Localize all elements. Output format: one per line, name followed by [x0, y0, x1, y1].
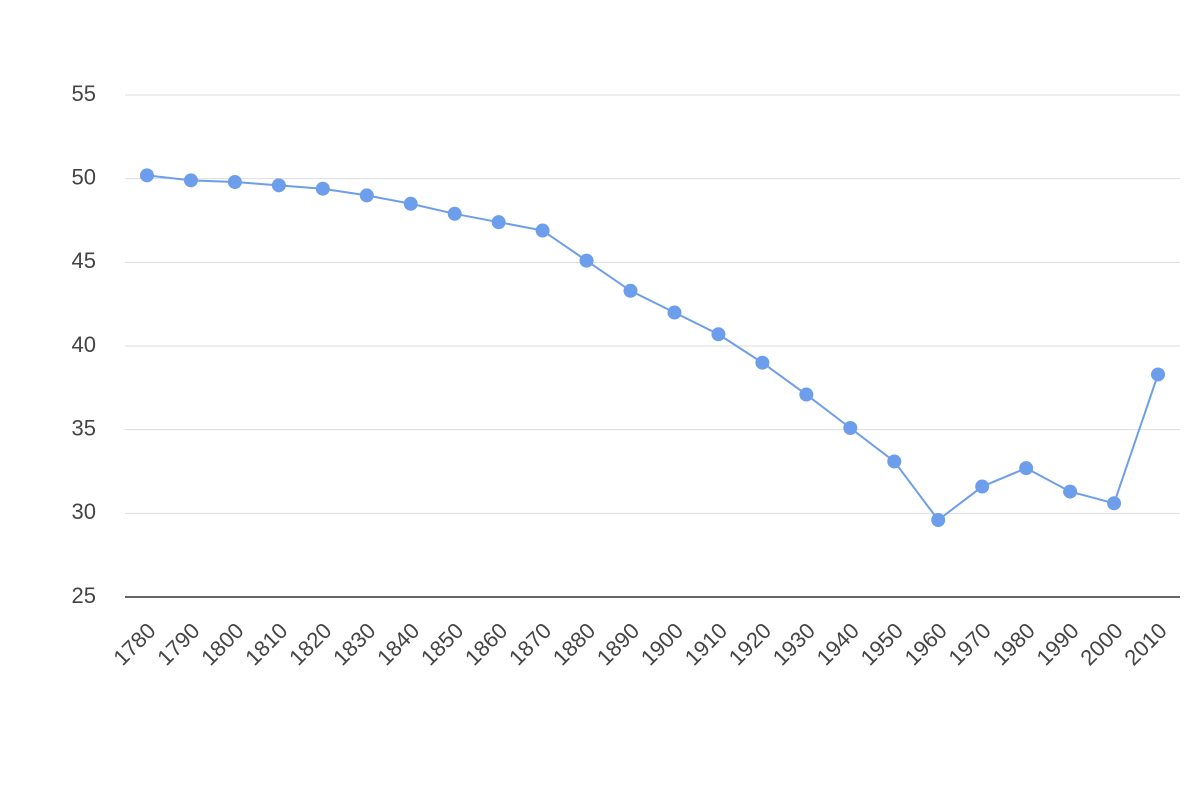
point [843, 420, 858, 435]
x-tick-label: 1970 [944, 618, 996, 670]
point [887, 454, 902, 469]
x-tick-label: 1830 [328, 618, 380, 670]
point [667, 305, 682, 320]
point [227, 175, 242, 190]
point [447, 206, 462, 221]
point [755, 355, 770, 370]
x-tick-label: 1860 [460, 618, 512, 670]
x-tick-label: 1800 [196, 618, 248, 670]
x-tick-label: 1810 [240, 618, 292, 670]
x-tick-label: 1890 [592, 618, 644, 670]
point [579, 253, 594, 268]
point [799, 387, 814, 402]
x-tick-label: 2000 [1075, 618, 1127, 670]
x-tick-label: 1780 [108, 618, 160, 670]
point [1019, 461, 1034, 476]
point [359, 188, 374, 203]
point [403, 196, 418, 211]
x-tick-label: 1840 [372, 618, 424, 670]
x-tick-label: 2010 [1119, 618, 1171, 670]
x-tick-label: 1920 [724, 618, 776, 670]
point [931, 513, 946, 528]
x-tick-label: 1880 [548, 618, 600, 670]
point [1063, 484, 1078, 499]
x-tick-label: 1930 [768, 618, 820, 670]
x-tick-label: 1940 [812, 618, 864, 670]
y-tick-label: 40 [72, 332, 96, 357]
x-tick-label: 1910 [680, 618, 732, 670]
y-tick-label: 50 [72, 164, 96, 189]
line [146, 174, 1159, 522]
y-tick-label: 30 [72, 499, 96, 524]
y-tick-label: 35 [72, 415, 96, 440]
x-tick-label: 1850 [416, 618, 468, 670]
point [491, 215, 506, 230]
point [139, 168, 154, 183]
x-tick-label: 1790 [152, 618, 204, 670]
point [271, 178, 286, 193]
point [1107, 496, 1122, 511]
point [1151, 367, 1166, 382]
y-tick-label: 55 [72, 81, 96, 106]
x-tick-label: 1960 [900, 618, 952, 670]
point [623, 283, 638, 298]
point [535, 223, 550, 238]
x-tick-label: 1980 [987, 618, 1039, 670]
x-tick-label: 1820 [284, 618, 336, 670]
point [711, 327, 726, 342]
x-tick-label: 1870 [504, 618, 556, 670]
point [315, 181, 330, 196]
point [183, 173, 198, 188]
x-tick-label: 1950 [856, 618, 908, 670]
point [975, 479, 990, 494]
y-tick-label: 25 [72, 583, 96, 608]
x-tick-label: 1990 [1031, 618, 1083, 670]
y-tick-label: 45 [72, 248, 96, 273]
x-tick-label: 1900 [636, 618, 688, 670]
